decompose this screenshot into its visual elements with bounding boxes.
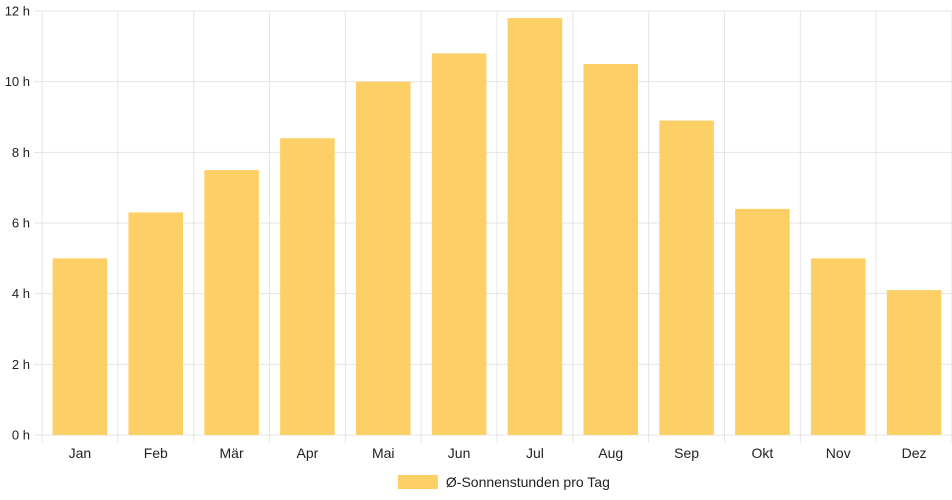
y-tick-label: 12 h bbox=[5, 4, 30, 19]
y-tick-label: 4 h bbox=[12, 286, 30, 301]
bar-apr[interactable] bbox=[280, 138, 335, 435]
x-tick-label: Jun bbox=[448, 445, 471, 461]
x-tick-label: Okt bbox=[752, 445, 774, 461]
bar-feb[interactable] bbox=[128, 212, 184, 435]
bar-dez[interactable] bbox=[886, 290, 942, 435]
y-tick-label: 8 h bbox=[12, 145, 30, 160]
x-tick-label: Aug bbox=[598, 445, 623, 461]
bar-mär[interactable] bbox=[204, 170, 259, 435]
legend[interactable]: Ø-Sonnenstunden pro Tag bbox=[397, 474, 610, 490]
x-tick-label: Jul bbox=[526, 445, 544, 461]
bar-mai[interactable] bbox=[355, 81, 411, 436]
y-tick-label: 0 h bbox=[12, 428, 30, 443]
bar-aug[interactable] bbox=[583, 64, 639, 435]
x-tick-label: Apr bbox=[297, 445, 319, 461]
legend-label[interactable]: Ø-Sonnenstunden pro Tag bbox=[446, 474, 610, 490]
axes: 0 h 2 h 4 h 6 h 8 h 10 h 12 h Jan Feb Mär Apr Mai Ju… bbox=[5, 4, 927, 462]
x-tick-label: Feb bbox=[144, 445, 168, 461]
x-tick-label: Sep bbox=[674, 445, 699, 461]
y-tick-label: 6 h bbox=[12, 216, 30, 231]
bar-nov[interactable] bbox=[810, 258, 866, 435]
bar-jul[interactable] bbox=[507, 18, 563, 436]
y-tick-label: 10 h bbox=[5, 74, 30, 89]
x-tick-label: Jan bbox=[69, 445, 92, 461]
x-tick-label: Dez bbox=[902, 445, 927, 461]
y-tick-label: 2 h bbox=[12, 357, 30, 372]
x-tick-label: Nov bbox=[826, 445, 851, 461]
x-tick-label: Mär bbox=[220, 445, 244, 461]
x-tick-label: Mai bbox=[372, 445, 395, 461]
bar-okt[interactable] bbox=[735, 208, 790, 435]
legend-swatch[interactable] bbox=[397, 475, 438, 489]
grid-lines bbox=[34, 10, 952, 443]
bar-sep[interactable] bbox=[659, 120, 714, 436]
bar-jun[interactable] bbox=[431, 53, 487, 436]
bar-jan[interactable] bbox=[52, 258, 108, 435]
bars bbox=[52, 18, 942, 436]
